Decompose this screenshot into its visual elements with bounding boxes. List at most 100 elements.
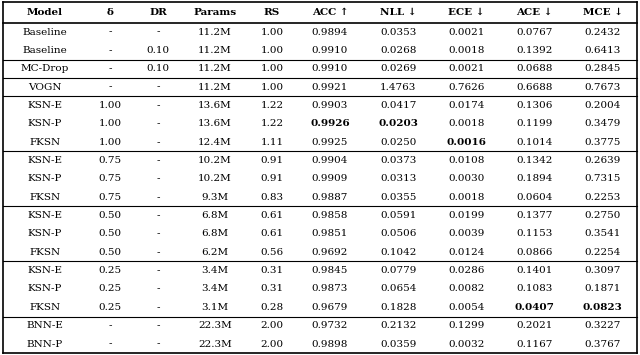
Text: 0.1401: 0.1401	[516, 266, 553, 275]
Text: -: -	[109, 28, 112, 37]
Text: 0.31: 0.31	[260, 266, 284, 275]
Text: 0.0021: 0.0021	[448, 28, 484, 37]
Text: 0.91: 0.91	[260, 174, 284, 184]
Text: 0.0018: 0.0018	[448, 46, 484, 55]
Text: 0.0591: 0.0591	[380, 211, 417, 220]
Text: 0.61: 0.61	[260, 229, 284, 239]
Text: 0.9903: 0.9903	[312, 101, 348, 110]
Text: 22.3M: 22.3M	[198, 339, 232, 349]
Text: 11.2M: 11.2M	[198, 83, 232, 92]
Text: 0.0054: 0.0054	[448, 303, 484, 312]
Text: -: -	[157, 303, 160, 312]
Text: 0.1392: 0.1392	[516, 46, 553, 55]
Text: 0.2639: 0.2639	[584, 156, 621, 165]
Text: 0.9845: 0.9845	[312, 266, 348, 275]
Text: KSN-P: KSN-P	[28, 229, 62, 239]
Text: 0.56: 0.56	[260, 248, 284, 257]
Text: 0.0203: 0.0203	[378, 119, 418, 128]
Text: 0.1306: 0.1306	[516, 101, 553, 110]
Text: 0.0021: 0.0021	[448, 64, 484, 73]
Text: FKSN: FKSN	[29, 193, 60, 202]
Text: 2.00: 2.00	[260, 339, 284, 349]
Text: 0.0313: 0.0313	[380, 174, 417, 184]
Text: 0.0268: 0.0268	[380, 46, 417, 55]
Text: 0.2253: 0.2253	[584, 193, 621, 202]
Text: 0.9898: 0.9898	[312, 339, 348, 349]
Text: 22.3M: 22.3M	[198, 321, 232, 330]
Text: 1.00: 1.00	[260, 28, 284, 37]
Text: Baseline: Baseline	[22, 28, 67, 37]
Text: 0.0688: 0.0688	[516, 64, 553, 73]
Text: BNN-E: BNN-E	[26, 321, 63, 330]
Text: 12.4M: 12.4M	[198, 138, 232, 147]
Text: 11.2M: 11.2M	[198, 28, 232, 37]
Text: 0.1167: 0.1167	[516, 339, 553, 349]
Text: 0.3479: 0.3479	[584, 119, 621, 128]
Text: KSN-E: KSN-E	[28, 211, 62, 220]
Text: -: -	[109, 339, 112, 349]
Text: -: -	[157, 83, 160, 92]
Text: 0.0269: 0.0269	[380, 64, 417, 73]
Text: 0.9679: 0.9679	[312, 303, 348, 312]
Text: 0.1153: 0.1153	[516, 229, 553, 239]
Text: -: -	[157, 174, 160, 184]
Text: 0.91: 0.91	[260, 156, 284, 165]
Text: 0.7673: 0.7673	[584, 83, 621, 92]
Text: 3.4M: 3.4M	[202, 284, 228, 294]
Text: FKSN: FKSN	[29, 138, 60, 147]
Text: 3.4M: 3.4M	[202, 266, 228, 275]
Text: 0.2750: 0.2750	[584, 211, 621, 220]
Text: 0.3097: 0.3097	[584, 266, 621, 275]
Text: 0.9858: 0.9858	[312, 211, 348, 220]
Text: MC-Drop: MC-Drop	[20, 64, 69, 73]
Text: 0.2432: 0.2432	[584, 28, 621, 37]
Text: 0.1014: 0.1014	[516, 138, 553, 147]
Text: KSN-P: KSN-P	[28, 174, 62, 184]
Text: 0.9910: 0.9910	[312, 46, 348, 55]
Text: -: -	[157, 193, 160, 202]
Text: -: -	[157, 119, 160, 128]
Text: -: -	[157, 284, 160, 294]
Text: 0.9910: 0.9910	[312, 64, 348, 73]
Text: 0.0039: 0.0039	[448, 229, 484, 239]
Text: 0.0016: 0.0016	[446, 138, 486, 147]
Text: 0.9732: 0.9732	[312, 321, 348, 330]
Text: -: -	[157, 321, 160, 330]
Text: NLL ↓: NLL ↓	[380, 8, 417, 17]
Text: 0.2004: 0.2004	[584, 101, 621, 110]
Text: -: -	[157, 156, 160, 165]
Text: 0.0604: 0.0604	[516, 193, 553, 202]
Text: 0.9851: 0.9851	[312, 229, 348, 239]
Text: 11.2M: 11.2M	[198, 46, 232, 55]
Text: 0.2132: 0.2132	[380, 321, 417, 330]
Text: 0.1042: 0.1042	[380, 248, 417, 257]
Text: 0.7315: 0.7315	[584, 174, 621, 184]
Text: 0.7626: 0.7626	[448, 83, 484, 92]
Text: 0.1083: 0.1083	[516, 284, 553, 294]
Text: 1.00: 1.00	[260, 83, 284, 92]
Text: 0.0032: 0.0032	[448, 339, 484, 349]
Text: 0.0030: 0.0030	[448, 174, 484, 184]
Text: KSN-P: KSN-P	[28, 119, 62, 128]
Text: 2.00: 2.00	[260, 321, 284, 330]
Text: 0.0018: 0.0018	[448, 193, 484, 202]
Text: 0.0124: 0.0124	[448, 248, 484, 257]
Text: 0.75: 0.75	[99, 156, 122, 165]
Text: 6.2M: 6.2M	[202, 248, 228, 257]
Text: 13.6M: 13.6M	[198, 119, 232, 128]
Text: 0.28: 0.28	[260, 303, 284, 312]
Text: 0.9925: 0.9925	[312, 138, 348, 147]
Text: 1.00: 1.00	[260, 64, 284, 73]
Text: 0.6688: 0.6688	[516, 83, 553, 92]
Text: 0.1871: 0.1871	[584, 284, 621, 294]
Text: 0.25: 0.25	[99, 303, 122, 312]
Text: 1.22: 1.22	[260, 101, 284, 110]
Text: KSN-E: KSN-E	[28, 101, 62, 110]
Text: 3.1M: 3.1M	[202, 303, 228, 312]
Text: 0.0866: 0.0866	[516, 248, 553, 257]
Text: 10.2M: 10.2M	[198, 174, 232, 184]
Text: 1.4763: 1.4763	[380, 83, 417, 92]
Text: -: -	[157, 229, 160, 239]
Text: -: -	[109, 64, 112, 73]
Text: 1.00: 1.00	[99, 119, 122, 128]
